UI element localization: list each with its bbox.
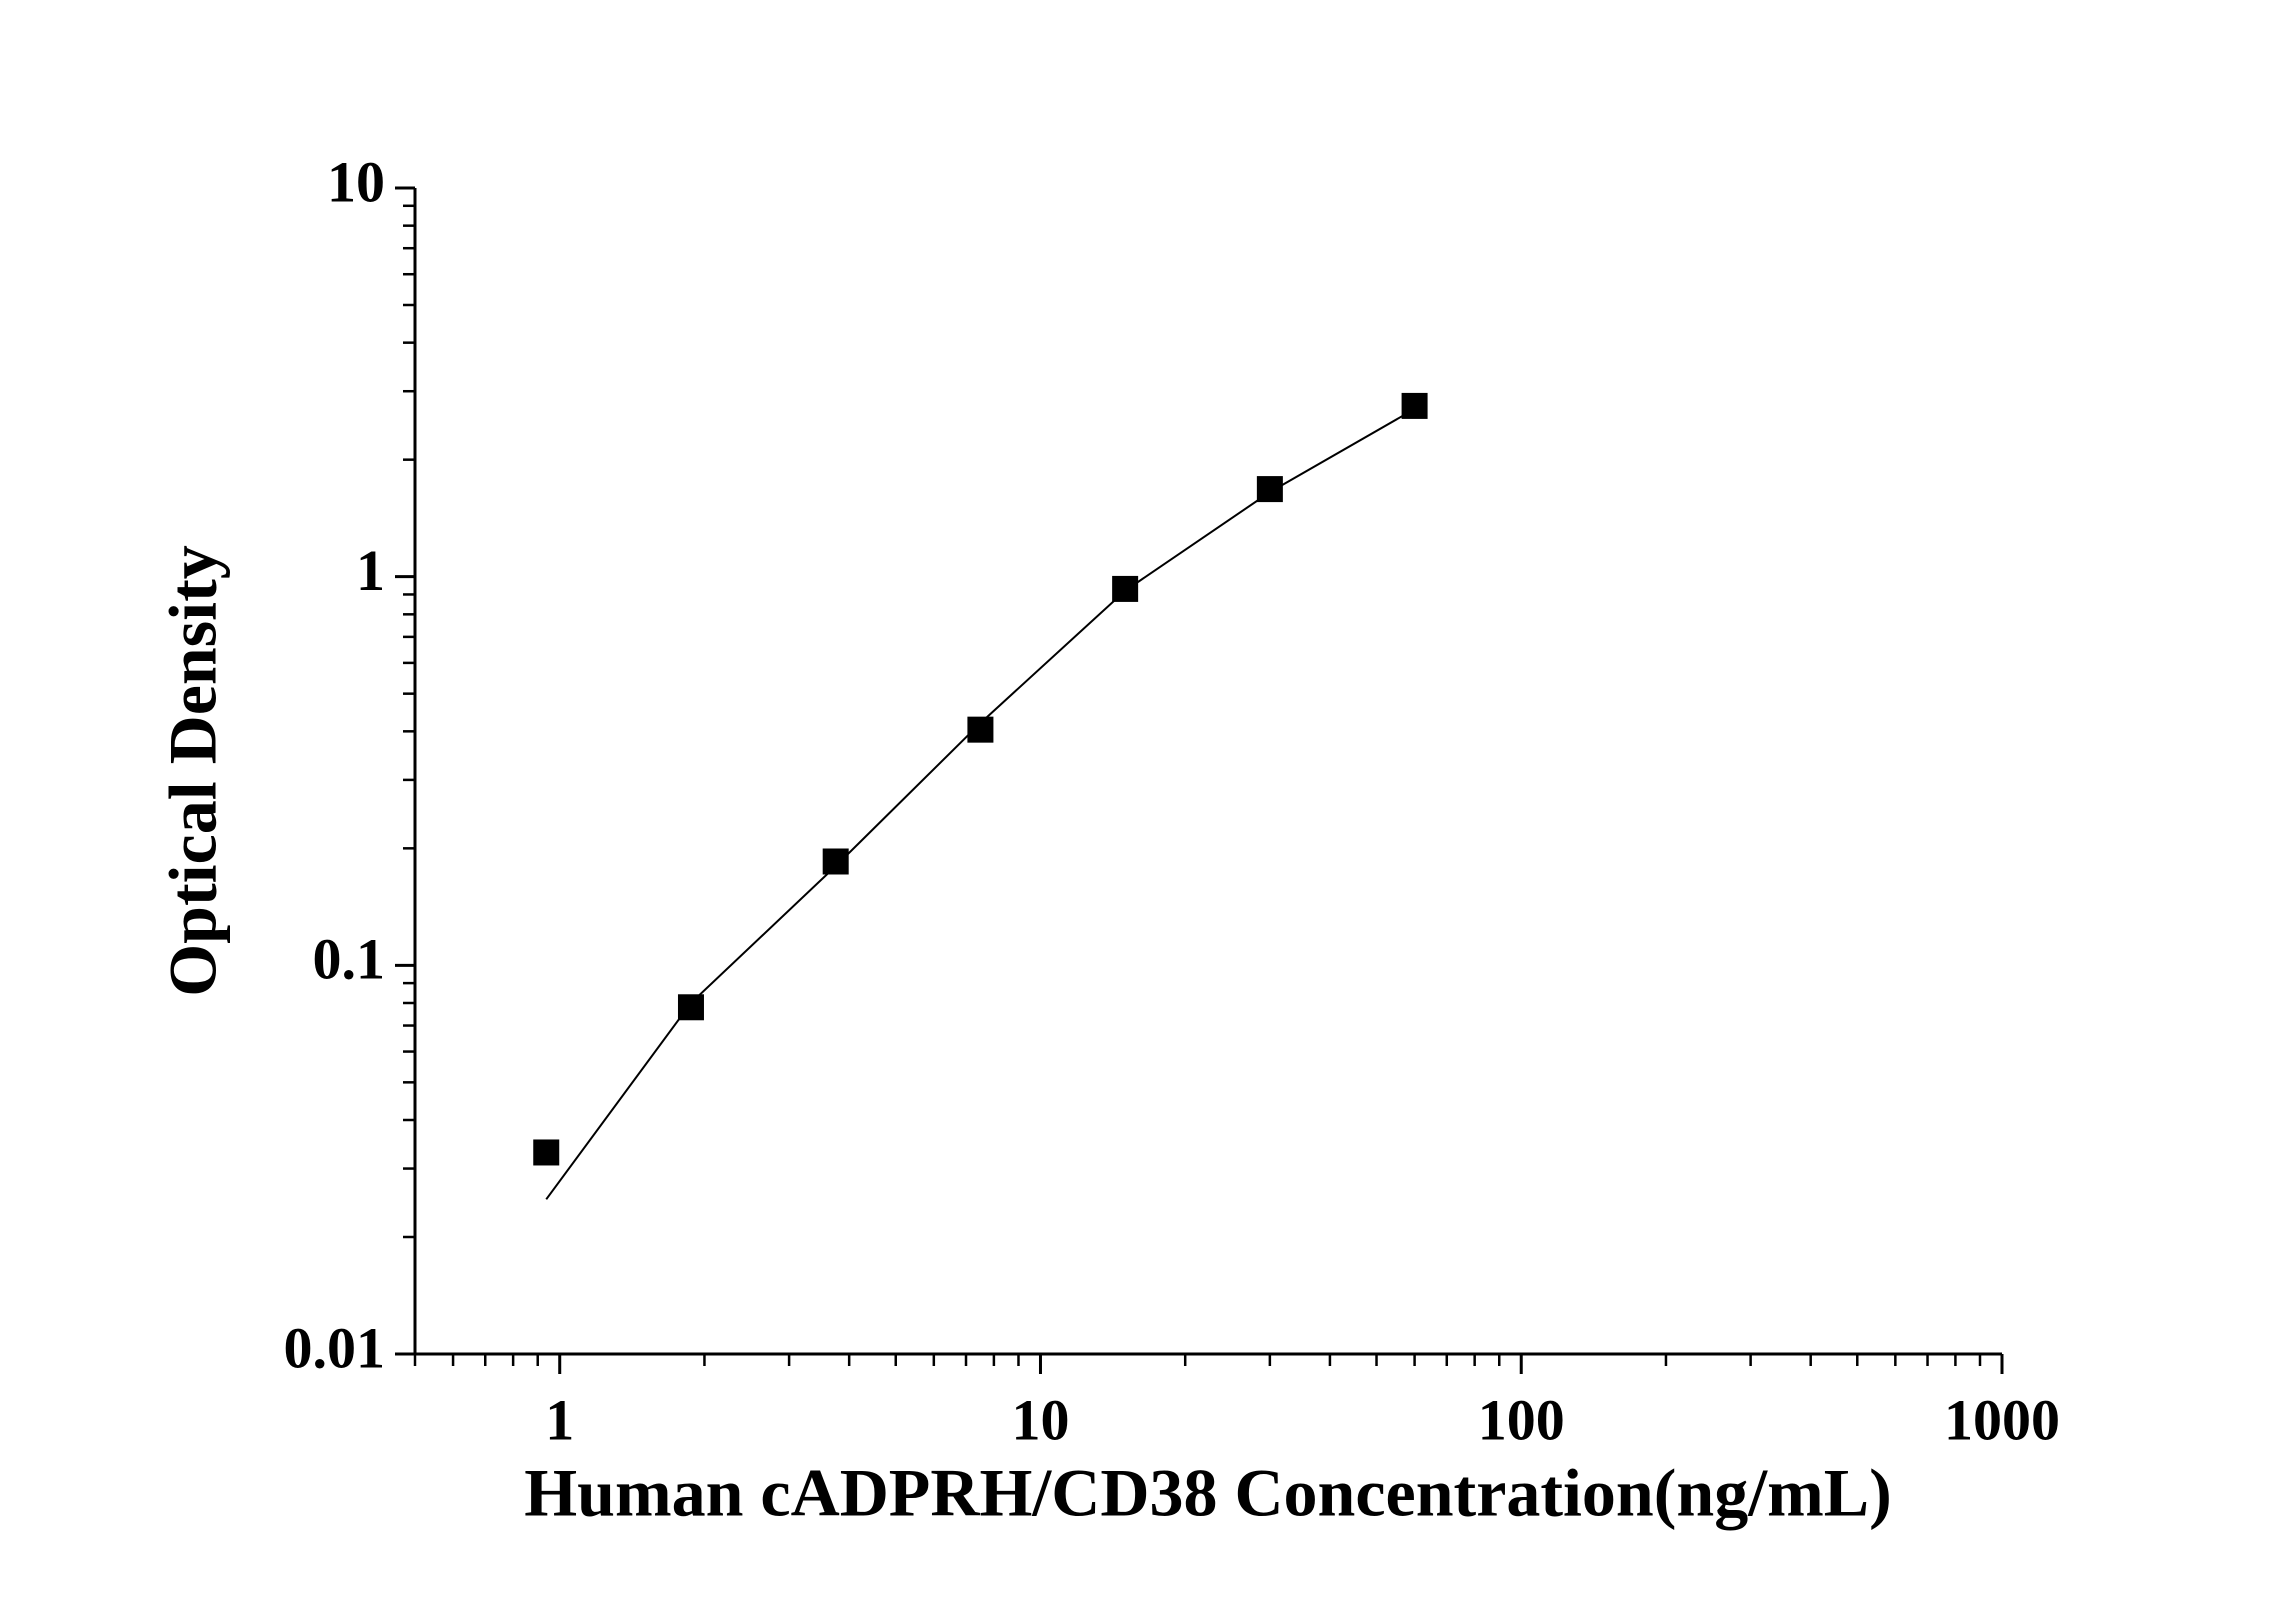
x-axis-label: Human cADPRH/CD38 Concentration(ng/mL) <box>524 1455 1892 1531</box>
data-point <box>1112 575 1139 602</box>
x-tick-label: 1 <box>545 1387 574 1452</box>
x-tick-label: 10 <box>1011 1387 1069 1452</box>
x-tick-label: 1000 <box>1944 1387 2060 1452</box>
y-tick-label: 1 <box>356 538 385 603</box>
data-point <box>1256 476 1283 503</box>
y-tick-label: 0.01 <box>284 1315 386 1380</box>
data-point <box>677 994 704 1021</box>
x-tick-label: 100 <box>1478 1387 1565 1452</box>
data-point <box>1401 392 1428 419</box>
data-point <box>967 716 994 743</box>
y-tick-label: 10 <box>327 149 385 214</box>
data-point <box>822 848 849 875</box>
y-tick-label: 0.1 <box>313 927 386 992</box>
y-axis-label: Optical Density <box>155 545 231 996</box>
data-point <box>533 1139 560 1166</box>
fit-line <box>545 408 1416 1200</box>
